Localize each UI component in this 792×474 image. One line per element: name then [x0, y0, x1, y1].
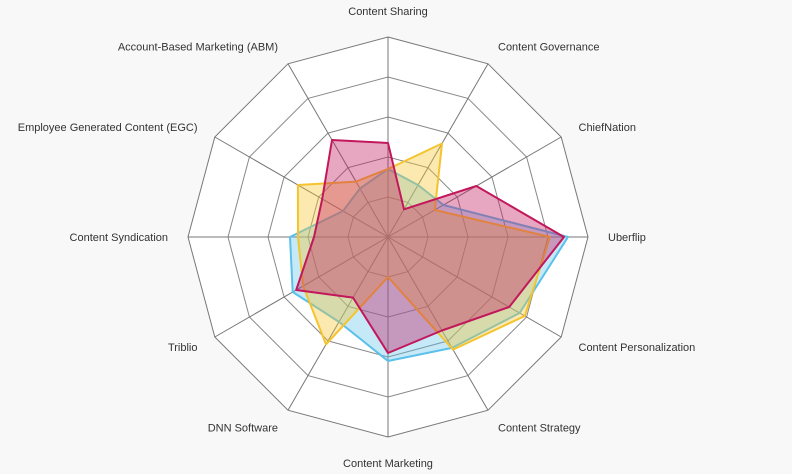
axis-label: Triblio: [168, 342, 198, 354]
axis-spoke: [287, 63, 389, 238]
radar-grid: [187, 36, 589, 438]
axis-spoke: [214, 236, 389, 338]
axis-label: Content Syndication: [70, 232, 168, 244]
axis-spoke: [214, 136, 389, 238]
axis-label: Content Personalization: [579, 342, 696, 354]
axis-label: DNN Software: [208, 423, 278, 435]
radar-series-layer: [289, 139, 569, 362]
axis-label: Content Marketing: [343, 458, 433, 470]
axis-label: ChiefNation: [579, 122, 636, 134]
axis-label: Content Strategy: [498, 423, 581, 435]
axis-label: Content Sharing: [348, 6, 428, 18]
radar-axis-labels: Content Sharing Content Governance ChiefNa…: [18, 6, 696, 470]
axis-label: Uberflip: [608, 232, 646, 244]
axis-spoke: [387, 236, 489, 411]
axis-label: Employee Generated Content (EGC): [18, 122, 198, 134]
axis-spoke: [387, 236, 562, 338]
axis-spoke: [287, 236, 389, 411]
axis-label: Content Governance: [498, 42, 600, 54]
axis-label: Account-Based Marketing (ABM): [118, 42, 278, 54]
